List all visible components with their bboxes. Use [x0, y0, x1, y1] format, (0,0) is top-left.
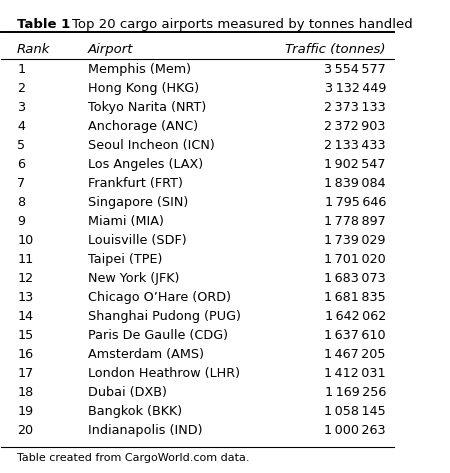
Text: 1 467 205: 1 467 205	[324, 348, 386, 361]
Text: 1 169 256: 1 169 256	[324, 385, 386, 399]
Text: 2 133 433: 2 133 433	[324, 139, 386, 152]
Text: 6: 6	[17, 158, 25, 171]
Text: 1 642 062: 1 642 062	[325, 310, 386, 323]
Text: 1 701 020: 1 701 020	[324, 253, 386, 266]
Text: Miami (MIA): Miami (MIA)	[88, 215, 164, 228]
Text: Louisville (SDF): Louisville (SDF)	[88, 234, 186, 247]
Text: 1 902 547: 1 902 547	[324, 158, 386, 171]
Text: 3 132 449: 3 132 449	[324, 82, 386, 96]
Text: Frankfurt (FRT): Frankfurt (FRT)	[88, 177, 183, 190]
Text: 1 778 897: 1 778 897	[324, 215, 386, 228]
Text: Taipei (TPE): Taipei (TPE)	[88, 253, 162, 266]
Text: 12: 12	[17, 272, 33, 285]
Text: Los Angeles (LAX): Los Angeles (LAX)	[88, 158, 203, 171]
Text: Seoul Incheon (ICN): Seoul Incheon (ICN)	[88, 139, 215, 152]
Text: Anchorage (ANC): Anchorage (ANC)	[88, 120, 198, 133]
Text: Table created from CargoWorld.com data.: Table created from CargoWorld.com data.	[17, 453, 250, 463]
Text: 4: 4	[17, 120, 25, 133]
Text: 1 681 835: 1 681 835	[324, 291, 386, 304]
Text: 16: 16	[17, 348, 33, 361]
Text: Shanghai Pudong (PUG): Shanghai Pudong (PUG)	[88, 310, 241, 323]
Text: 8: 8	[17, 196, 25, 209]
Text: London Heathrow (LHR): London Heathrow (LHR)	[88, 367, 240, 380]
Text: Singapore (SIN): Singapore (SIN)	[88, 196, 188, 209]
Text: 14: 14	[17, 310, 33, 323]
Text: Chicago O’Hare (ORD): Chicago O’Hare (ORD)	[88, 291, 231, 304]
Text: Top 20 cargo airports measured by tonnes handled: Top 20 cargo airports measured by tonnes…	[72, 18, 413, 31]
Text: 13: 13	[17, 291, 33, 304]
Text: 18: 18	[17, 385, 33, 399]
Text: 10: 10	[17, 234, 33, 247]
Text: 15: 15	[17, 329, 33, 342]
Text: Paris De Gaulle (CDG): Paris De Gaulle (CDG)	[88, 329, 228, 342]
Text: Hong Kong (HKG): Hong Kong (HKG)	[88, 82, 199, 96]
Text: Table 1: Table 1	[17, 18, 70, 31]
Text: 9: 9	[17, 215, 25, 228]
Text: 1 739 029: 1 739 029	[324, 234, 386, 247]
Text: 3: 3	[17, 101, 25, 114]
Text: Memphis (Mem): Memphis (Mem)	[88, 63, 191, 77]
Text: 5: 5	[17, 139, 25, 152]
Text: 1 683 073: 1 683 073	[324, 272, 386, 285]
Text: 1: 1	[17, 63, 25, 77]
Text: 1 839 084: 1 839 084	[324, 177, 386, 190]
Text: 2: 2	[17, 82, 25, 96]
Text: 19: 19	[17, 404, 33, 418]
Text: 11: 11	[17, 253, 33, 266]
Text: 2 373 133: 2 373 133	[324, 101, 386, 114]
Text: Rank: Rank	[17, 43, 50, 56]
Text: Bangkok (BKK): Bangkok (BKK)	[88, 404, 182, 418]
Text: 1 000 263: 1 000 263	[324, 423, 386, 437]
Text: Tokyo Narita (NRT): Tokyo Narita (NRT)	[88, 101, 206, 114]
Text: Traffic (tonnes): Traffic (tonnes)	[285, 43, 386, 56]
Text: New York (JFK): New York (JFK)	[88, 272, 179, 285]
Text: Amsterdam (AMS): Amsterdam (AMS)	[88, 348, 204, 361]
Text: 7: 7	[17, 177, 25, 190]
Text: 1 795 646: 1 795 646	[324, 196, 386, 209]
Text: 1 412 031: 1 412 031	[324, 367, 386, 380]
Text: 1 637 610: 1 637 610	[324, 329, 386, 342]
Text: 20: 20	[17, 423, 33, 437]
Text: 2 372 903: 2 372 903	[324, 120, 386, 133]
Text: 1 058 145: 1 058 145	[324, 404, 386, 418]
Text: Dubai (DXB): Dubai (DXB)	[88, 385, 166, 399]
Text: 3 554 577: 3 554 577	[324, 63, 386, 77]
Text: 17: 17	[17, 367, 33, 380]
Text: Airport: Airport	[88, 43, 133, 56]
Text: Indianapolis (IND): Indianapolis (IND)	[88, 423, 202, 437]
